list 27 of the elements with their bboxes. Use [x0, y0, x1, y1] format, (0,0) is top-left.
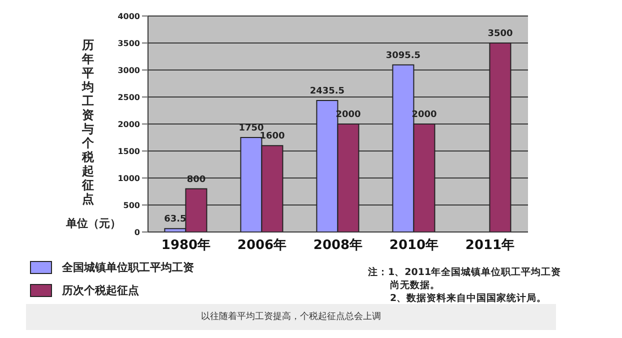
x-tick-label: 2011年 [465, 238, 515, 254]
x-tick-label: 2006年 [237, 238, 287, 254]
text: 单位（元） [66, 216, 121, 231]
data-label: 3500 [488, 29, 513, 39]
text: 以往随着平均工资提高，个税起征点总会上调 [26, 304, 556, 330]
y-tick-label: 3500 [118, 38, 140, 48]
bar [489, 42, 512, 232]
data-label: 1750 [238, 124, 264, 134]
x-tick-label: 1980年 [161, 238, 211, 254]
data-label: 2435.5 [310, 86, 345, 96]
text: 历年平均工资与个税起征点 [82, 38, 94, 206]
text: 注：1、2011年全国城镇单位职工平均工资尚无数据。 [368, 266, 562, 292]
y-tick-label: 3000 [118, 66, 140, 75]
y-tick-label: 4000 [118, 12, 140, 21]
y-tick-label: 1500 [118, 146, 140, 156]
legend-label: 历次个税起征点 [62, 283, 139, 298]
data-label: 1600 [260, 132, 285, 142]
y-tick-label: 2000 [118, 120, 140, 129]
x-tick-label: 2008年 [313, 238, 363, 254]
y-tick-label: 1000 [118, 174, 140, 183]
y-tick-label: 2500 [118, 92, 140, 102]
x-tick-label: 2010年 [389, 238, 439, 254]
y-tick-label: 0 [134, 228, 140, 237]
data-label: 3095.5 [386, 50, 421, 61]
legend-label: 全国城镇单位职工平均工资 [62, 260, 194, 275]
text: 2、数据资料来自中国国家统计局。 [389, 292, 548, 305]
y-tick-label: 500 [123, 200, 140, 210]
